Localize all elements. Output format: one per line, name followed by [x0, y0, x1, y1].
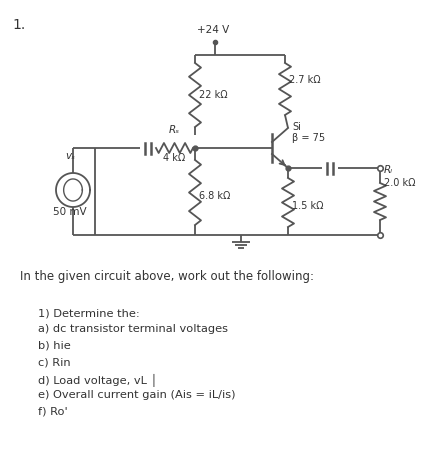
Text: 50 mV: 50 mV	[53, 207, 87, 217]
Text: 2.7 kΩ: 2.7 kΩ	[289, 75, 321, 85]
Text: Rₗ: Rₗ	[384, 165, 393, 175]
Text: 22 kΩ: 22 kΩ	[199, 90, 227, 100]
Text: 2.0 kΩ: 2.0 kΩ	[384, 178, 415, 188]
Text: 1.5 kΩ: 1.5 kΩ	[292, 201, 323, 211]
Text: 1.: 1.	[12, 18, 25, 32]
Text: 6.8 kΩ: 6.8 kΩ	[199, 191, 230, 201]
Text: Si: Si	[292, 122, 301, 132]
Text: In the given circuit above, work out the following:: In the given circuit above, work out the…	[20, 270, 314, 283]
Text: e) Overall current gain (Ais = iL/is): e) Overall current gain (Ais = iL/is)	[38, 391, 236, 401]
Text: +24 V: +24 V	[197, 25, 229, 35]
Text: Rₛ: Rₛ	[168, 125, 180, 135]
Text: b) hie: b) hie	[38, 341, 71, 351]
Text: 4 kΩ: 4 kΩ	[163, 153, 185, 163]
Text: c) Rin: c) Rin	[38, 358, 71, 368]
Text: 1) Determine the:: 1) Determine the:	[38, 308, 140, 318]
Text: vₛ: vₛ	[65, 151, 75, 161]
Text: d) Load voltage, vL │: d) Load voltage, vL │	[38, 374, 158, 387]
Text: f) Ro': f) Ro'	[38, 407, 68, 417]
Text: β = 75: β = 75	[292, 133, 325, 143]
Text: a) dc transistor terminal voltages: a) dc transistor terminal voltages	[38, 325, 228, 335]
